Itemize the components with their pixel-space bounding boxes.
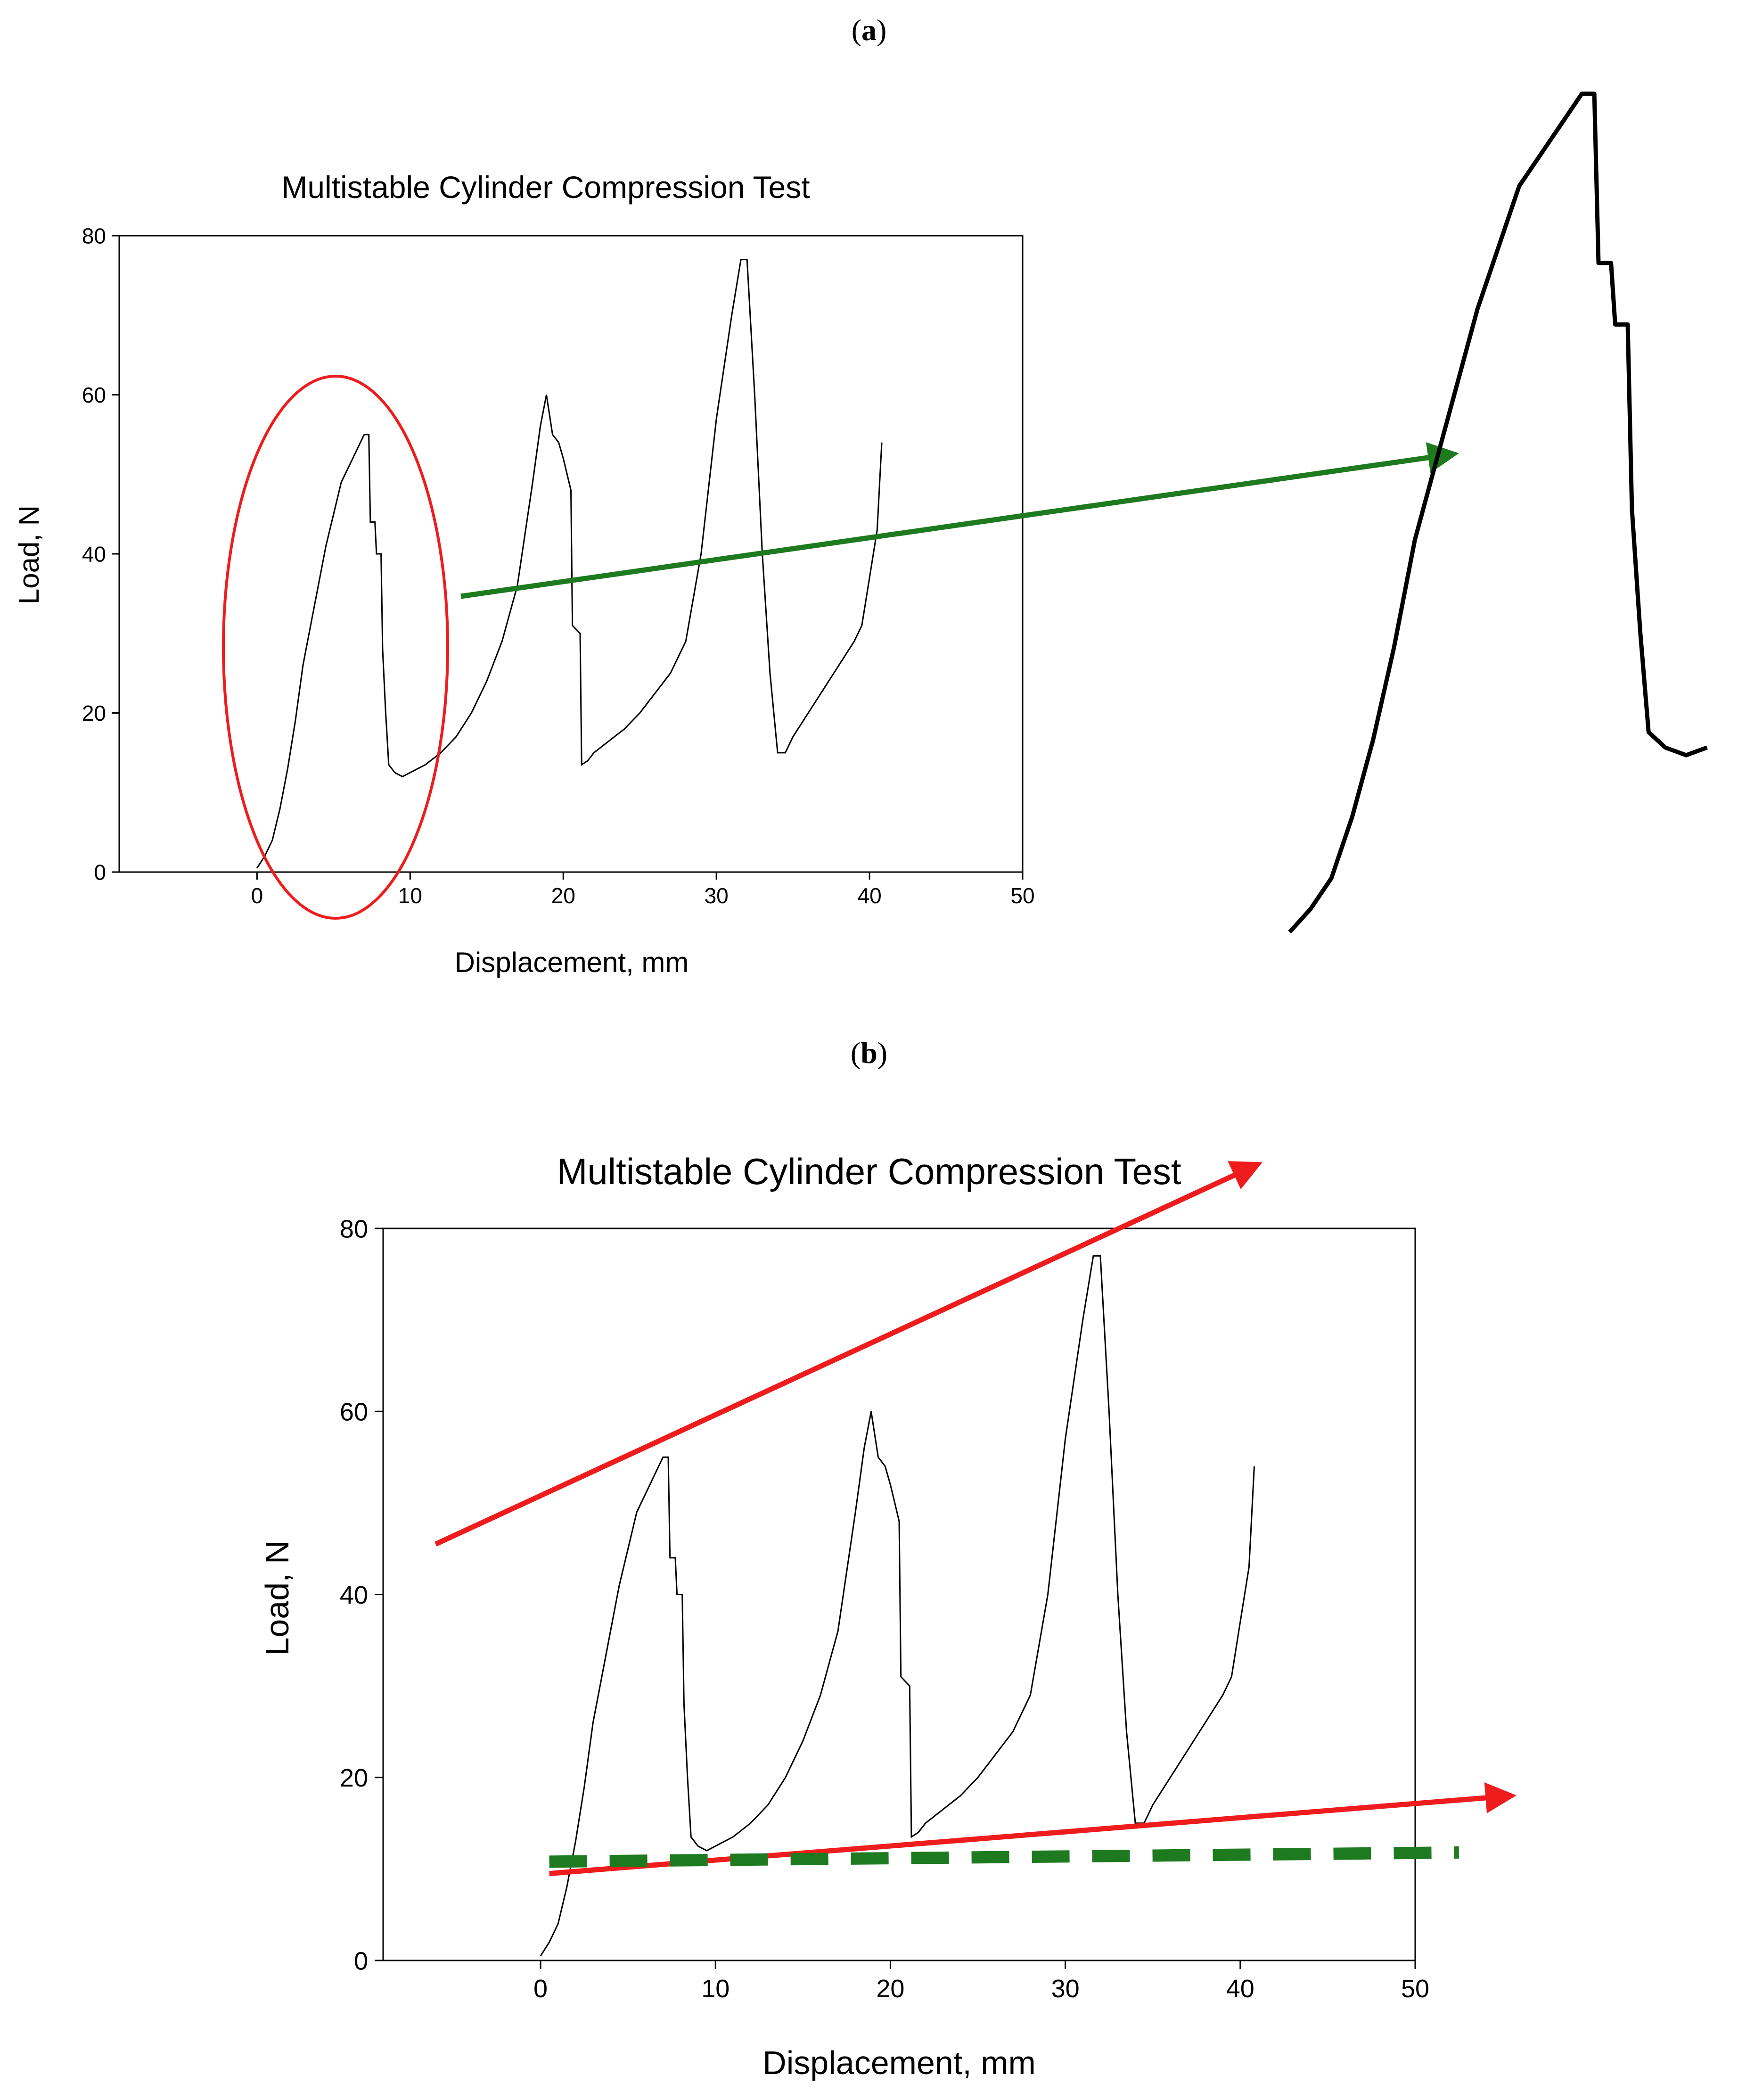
chart-a-highlight-ellipse	[222, 375, 449, 920]
chart-b-y-tick-label: 80	[340, 1215, 368, 1243]
chart-a-y-axis-label: Load, N	[13, 505, 45, 604]
chart-b-title: Multistable Cylinder Compression Test	[557, 1151, 1181, 1192]
panel-b-label: (b)	[851, 1036, 887, 1070]
chart-a: Multistable Cylinder Compression Test 0 1…	[13, 170, 1459, 978]
chart-b-y-ticks: 0 20 40 60 80	[340, 1215, 383, 1975]
panel-a-label: (a)	[852, 13, 887, 47]
chart-b-x-tick-label: 50	[1401, 1975, 1429, 2003]
chart-a-zoom-arrow	[460, 442, 1459, 599]
chart-b-peak-trend-arrow	[434, 1161, 1263, 1547]
chart-b-x-ticks: 0 10 20 30 40 50	[533, 1960, 1429, 2003]
chart-a-x-tick-label: 40	[857, 883, 881, 908]
chart-b-y-tick-label: 0	[354, 1947, 368, 1975]
chart-b-valley-trend-arrow	[549, 1782, 1517, 1877]
chart-b-y-tick-label: 40	[340, 1581, 368, 1609]
chart-a-y-tick-label: 80	[82, 224, 106, 248]
chart-a-y-tick-label: 60	[82, 383, 106, 407]
chart-a-x-ticks: 0 10 20 30 40 50	[251, 872, 1035, 908]
chart-b-load-series	[540, 1255, 1255, 1957]
chart-a-x-tick-label: 20	[551, 883, 575, 908]
chart-b-x-tick-label: 0	[533, 1975, 548, 2003]
chart-a-title: Multistable Cylinder Compression Test	[281, 170, 810, 205]
zoomed-peak-series	[1288, 91, 1708, 934]
chart-a-y-tick-label: 20	[82, 701, 106, 725]
chart-b-baseline-dashed-line	[549, 1846, 1459, 1868]
zoomed-first-peak	[1288, 91, 1708, 934]
chart-b-x-tick-label: 10	[701, 1975, 730, 2003]
chart-a-plot-frame	[118, 235, 1024, 873]
chart-b-x-tick-label: 20	[876, 1975, 904, 2003]
chart-a-x-axis-label: Displacement, mm	[455, 947, 689, 978]
chart-a-y-tick-label: 40	[82, 542, 106, 567]
chart-b-plot-frame	[382, 1227, 1416, 1961]
chart-a-y-tick-label: 0	[94, 860, 106, 885]
chart-b-x-tick-label: 40	[1226, 1975, 1254, 2003]
chart-b-y-tick-label: 60	[340, 1398, 368, 1426]
chart-b-y-tick-label: 20	[340, 1764, 368, 1792]
chart-b-x-axis-label: Displacement, mm	[762, 2044, 1036, 2081]
chart-a-y-ticks: 0 20 40 60 80	[82, 224, 119, 885]
chart-a-x-tick-label: 30	[705, 883, 729, 908]
chart-a-x-tick-label: 0	[251, 883, 263, 908]
chart-a-x-tick-label: 10	[398, 883, 422, 908]
chart-a-x-tick-label: 50	[1010, 883, 1034, 908]
chart-b: Multistable Cylinder Compression Test 0 1…	[259, 1151, 1517, 2081]
chart-b-x-tick-label: 30	[1051, 1975, 1080, 2003]
chart-a-load-series	[256, 259, 883, 869]
chart-b-y-axis-label: Load, N	[259, 1540, 295, 1655]
